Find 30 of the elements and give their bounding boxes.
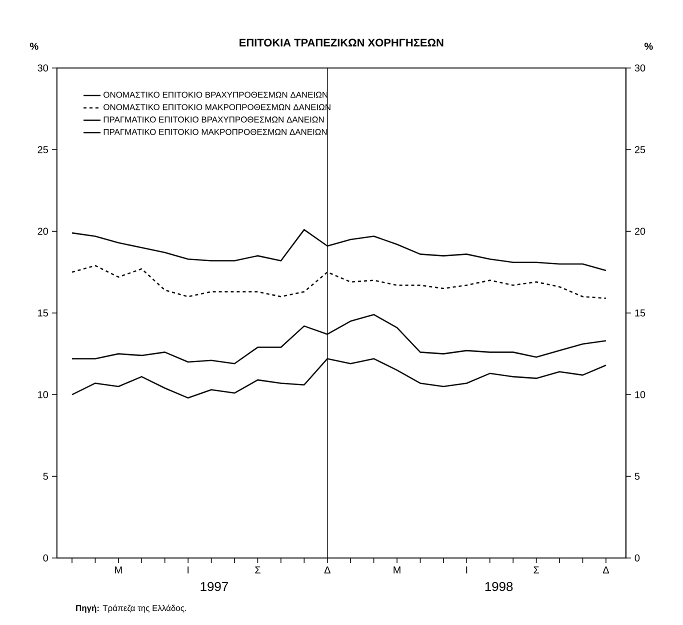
y2-tick-label: 30	[634, 64, 646, 72]
y-tick-label: 0	[43, 554, 48, 562]
y-tick-label: 25	[38, 146, 48, 154]
legend-label: ΠΡΑΓΜΑΤΙΚΟ ΕΠΙΤΟΚΙΟ ΒΡΑΧΥΠΡΟΘΕΣΜΩΝ ΔΑΝΕΙΩΝ	[104, 116, 324, 123]
legend-label: ΠΡΑΓΜΑΤΙΚΟ ΕΠΙΤΟΚΙΟ ΜΑΚΡΟΠΡΟΘΕΣΜΩΝ ΔΑΝΕΙΩΝ	[104, 128, 327, 135]
x-tick-label: Μ	[115, 566, 122, 574]
x-tick-label: Ι	[466, 566, 468, 574]
x-tick-label: Σ	[255, 566, 260, 574]
y-tick-label: 10	[38, 391, 48, 398]
x-tick-label: Δ	[602, 566, 609, 574]
y-tick-label: 5	[43, 472, 48, 480]
y2-tick-label: 5	[634, 472, 640, 480]
x-tick-label: Ι	[188, 566, 189, 574]
text: 1998	[485, 582, 513, 592]
y2-tick-label: 0	[634, 554, 640, 562]
x-tick-label: Μ	[394, 566, 400, 574]
y2-tick-label: 15	[635, 310, 646, 316]
y2-tick-label: 20	[634, 228, 646, 235]
y-tick-label: 20	[38, 228, 48, 235]
y2-tick-label: 25	[634, 146, 646, 154]
x-tick-label: Δ	[324, 566, 330, 574]
y-tick-label: 30	[38, 64, 48, 72]
y2-axis-title: %	[644, 42, 653, 50]
y-tick-label: 15	[38, 310, 48, 316]
text: 1997	[200, 582, 228, 592]
y2-tick-label: 10	[635, 391, 646, 398]
x-tick-label: Σ	[534, 566, 539, 574]
chart-title: ΕΠΙΤΟΚΙΑ ΤΡΑΠΕΖΙΚΩΝ ΧΟΡΗΓΗΣΕΩΝ	[240, 38, 444, 46]
text: Πηγή: Τράπεζα της Ελλάδος.	[76, 604, 186, 613]
y-axis-title: %	[30, 42, 38, 50]
